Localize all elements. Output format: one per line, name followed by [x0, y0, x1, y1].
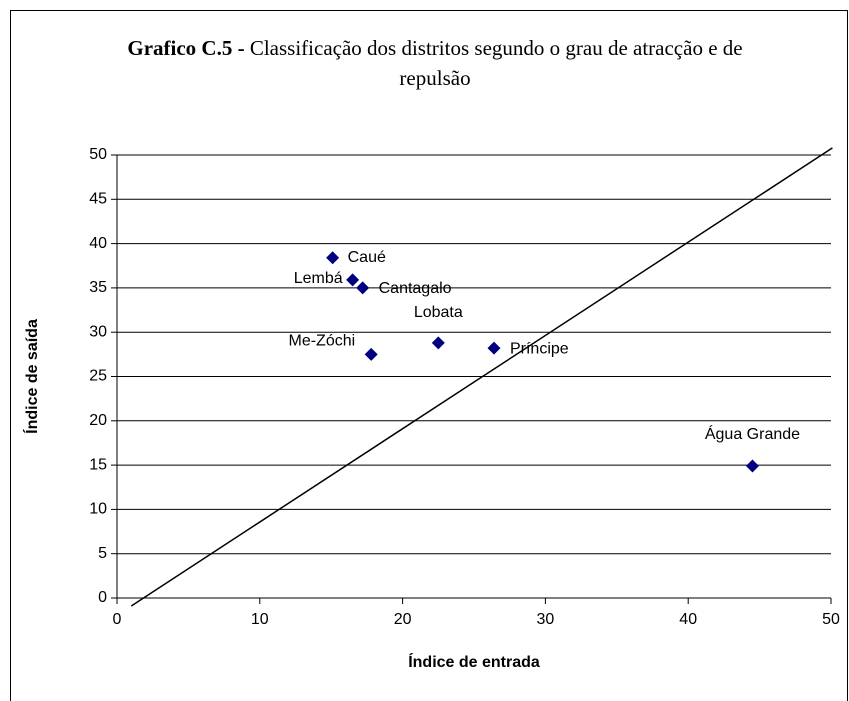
y-tick-label: 5	[98, 545, 107, 562]
y-tick-label: 45	[89, 191, 107, 208]
y-axis-label: Índice de saída	[22, 319, 41, 434]
x-tick-label: 50	[822, 611, 840, 628]
y-tick-label: 20	[89, 412, 107, 429]
y-tick-label: 30	[89, 323, 107, 340]
x-tick-label: 0	[113, 611, 122, 628]
point-label: Cantagalo	[379, 280, 452, 297]
point-label: Me-Zóchi	[288, 333, 355, 350]
point-label: Água Grande	[705, 424, 800, 443]
data-point	[487, 341, 501, 355]
reference-line	[130, 147, 833, 607]
y-tick-label: 35	[89, 279, 107, 296]
data-point	[745, 459, 759, 473]
point-label: Lembá	[294, 270, 343, 287]
data-point	[326, 251, 340, 265]
x-axis-label: Índice de entrada	[408, 652, 540, 671]
y-tick-label: 15	[89, 456, 107, 473]
title-text: Classificação dos distritos segundo o gr…	[249, 36, 743, 90]
y-tick-label: 25	[89, 368, 107, 385]
x-tick-label: 40	[679, 611, 697, 628]
x-tick-label: 20	[394, 611, 412, 628]
data-point	[346, 273, 360, 287]
data-point	[431, 336, 445, 350]
point-label: Caué	[348, 249, 386, 266]
data-point	[356, 281, 370, 295]
point-label: Lobata	[414, 304, 463, 321]
y-tick-label: 0	[98, 589, 107, 606]
y-tick-label: 10	[89, 501, 107, 518]
chart-title: Grafico C.5 - Classificação dos distrito…	[95, 33, 775, 93]
chart-frame	[10, 10, 848, 701]
point-label: Príncipe	[510, 340, 569, 357]
title-bold: Grafico C.5 -	[127, 36, 245, 60]
x-tick-label: 30	[537, 611, 555, 628]
y-tick-label: 50	[89, 146, 107, 163]
y-tick-label: 40	[89, 235, 107, 252]
x-tick-label: 10	[251, 611, 269, 628]
data-point	[364, 347, 378, 361]
